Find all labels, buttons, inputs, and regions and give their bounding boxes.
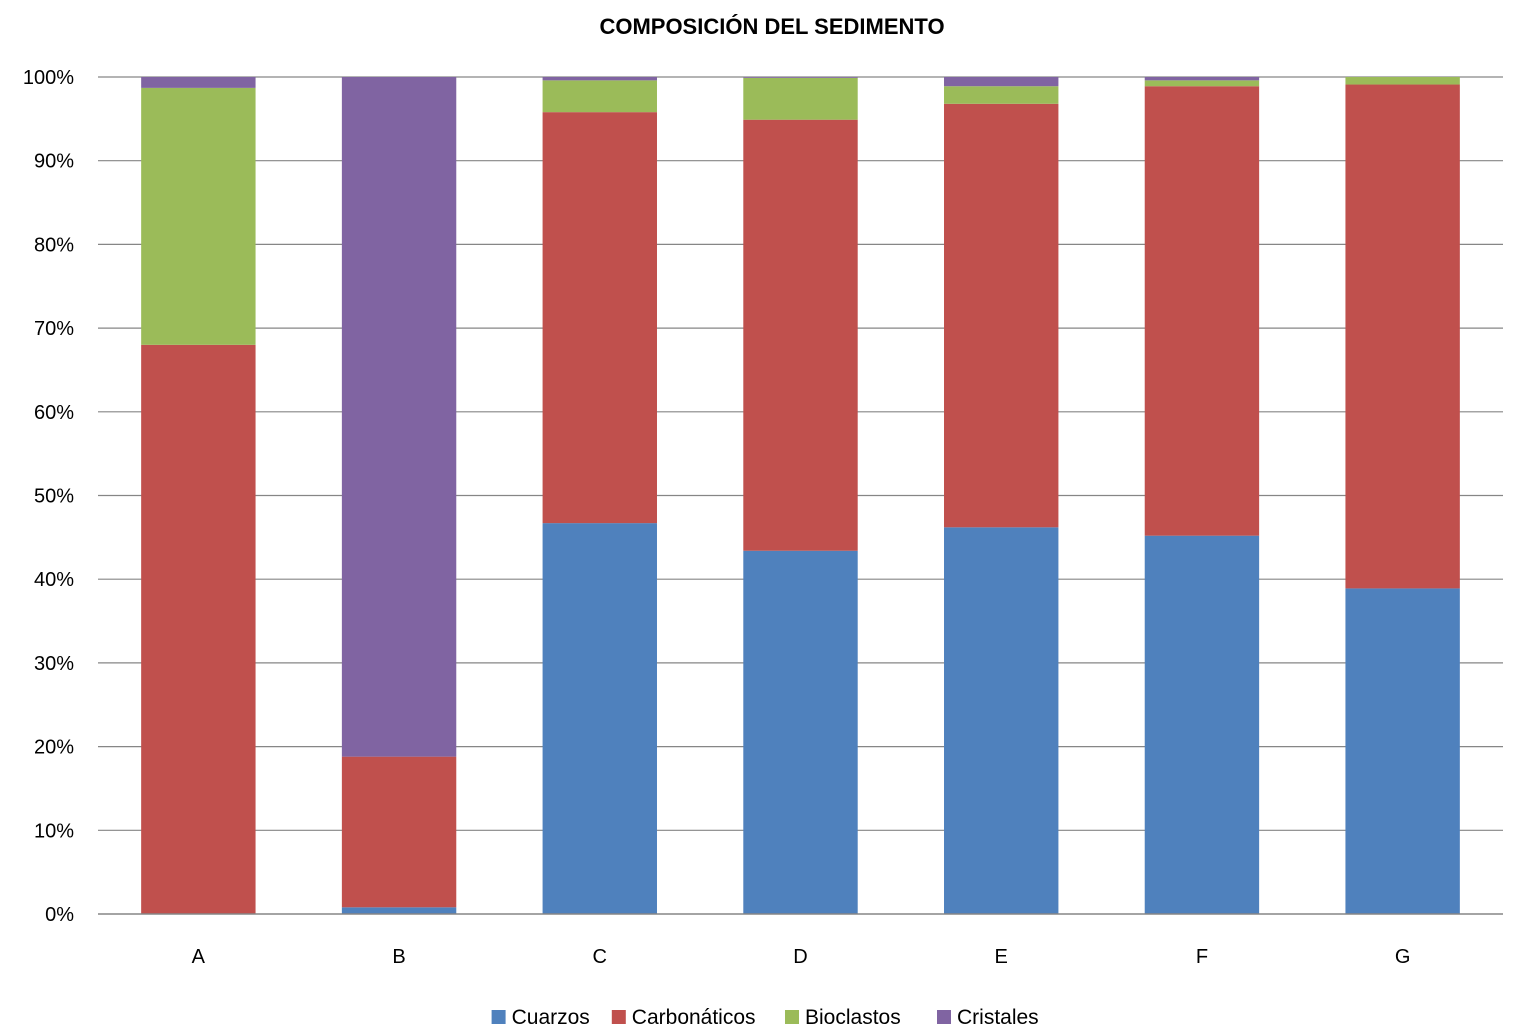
bar-segment-bioclastos-g bbox=[1345, 77, 1460, 85]
x-tick-label: B bbox=[392, 946, 405, 968]
legend-label: Bioclastos bbox=[805, 1006, 901, 1029]
legend-swatch bbox=[491, 1010, 506, 1024]
bar-segment-bioclastos-a bbox=[141, 87, 256, 345]
bar-segment-cristales-e bbox=[944, 77, 1059, 87]
bar-segment-carbonáticos-d bbox=[743, 119, 858, 551]
bar-segment-cristales-b bbox=[341, 77, 457, 757]
y-tick-label: 10% bbox=[34, 820, 74, 842]
y-tick-label: 50% bbox=[34, 486, 74, 508]
x-tick-label: E bbox=[995, 946, 1008, 968]
bar-segment-carbonáticos-a bbox=[141, 344, 256, 915]
x-axis-ticks: A B C D E F G bbox=[192, 946, 1411, 968]
bar-segment-bioclastos-f bbox=[1144, 80, 1260, 87]
legend-swatch bbox=[937, 1010, 951, 1024]
x-tick-label: A bbox=[192, 946, 206, 968]
legend: Cuarzos Carbonáticos Bioclastos Cristales bbox=[491, 1006, 1039, 1029]
legend-label: Carbonáticos bbox=[632, 1006, 756, 1029]
x-tick-label: G bbox=[1395, 946, 1411, 968]
bar-segment-carbonáticos-g bbox=[1345, 84, 1460, 589]
y-tick-label: 80% bbox=[34, 234, 74, 256]
bar-segment-cuarzos-d bbox=[743, 550, 858, 914]
x-tick-label: C bbox=[593, 946, 607, 968]
bar-segment-cuarzos-e bbox=[944, 527, 1059, 914]
legend-label: Cristales bbox=[957, 1006, 1039, 1029]
legend-label: Cuarzos bbox=[512, 1006, 590, 1029]
y-tick-label: 30% bbox=[34, 653, 74, 675]
y-axis-ticks: 0% 10% 20% 30% 40% 50% 60% 70% 80% 90% 100% bbox=[23, 67, 74, 926]
bar-segment-carbonáticos-c bbox=[542, 112, 657, 524]
chart-title: COMPOSICIÓN DEL SEDIMENTO bbox=[599, 14, 944, 39]
y-tick-label: 100% bbox=[23, 67, 74, 89]
y-tick-label: 20% bbox=[34, 737, 74, 759]
bar-segment-bioclastos-d bbox=[743, 77, 858, 120]
x-tick-label: D bbox=[793, 946, 807, 968]
bar-segment-carbonáticos-f bbox=[1144, 86, 1260, 536]
bar-segment-cuarzos-g bbox=[1345, 588, 1460, 914]
bars bbox=[141, 77, 1460, 915]
y-tick-label: 0% bbox=[45, 904, 74, 926]
legend-swatch bbox=[785, 1010, 799, 1024]
y-tick-label: 90% bbox=[34, 151, 74, 173]
bar-segment-cristales-c bbox=[542, 77, 657, 81]
y-tick-label: 60% bbox=[34, 402, 74, 424]
bar-segment-bioclastos-e bbox=[944, 86, 1059, 104]
y-tick-label: 40% bbox=[34, 569, 74, 591]
bar-segment-cuarzos-f bbox=[1144, 535, 1260, 914]
bar-segment-bioclastos-c bbox=[542, 80, 657, 113]
x-tick-label: F bbox=[1196, 946, 1208, 968]
bar-segment-cuarzos-b bbox=[341, 907, 457, 914]
bar-segment-cristales-a bbox=[141, 77, 256, 88]
bar-segment-carbonáticos-b bbox=[341, 756, 457, 908]
legend-swatch bbox=[611, 1010, 626, 1024]
y-tick-label: 70% bbox=[34, 318, 74, 340]
bar-segment-cuarzos-c bbox=[542, 523, 657, 914]
bar-segment-cristales-f bbox=[1144, 77, 1260, 81]
bar-segment-cristales-d bbox=[743, 77, 858, 78]
bar-segment-carbonáticos-e bbox=[944, 103, 1059, 528]
